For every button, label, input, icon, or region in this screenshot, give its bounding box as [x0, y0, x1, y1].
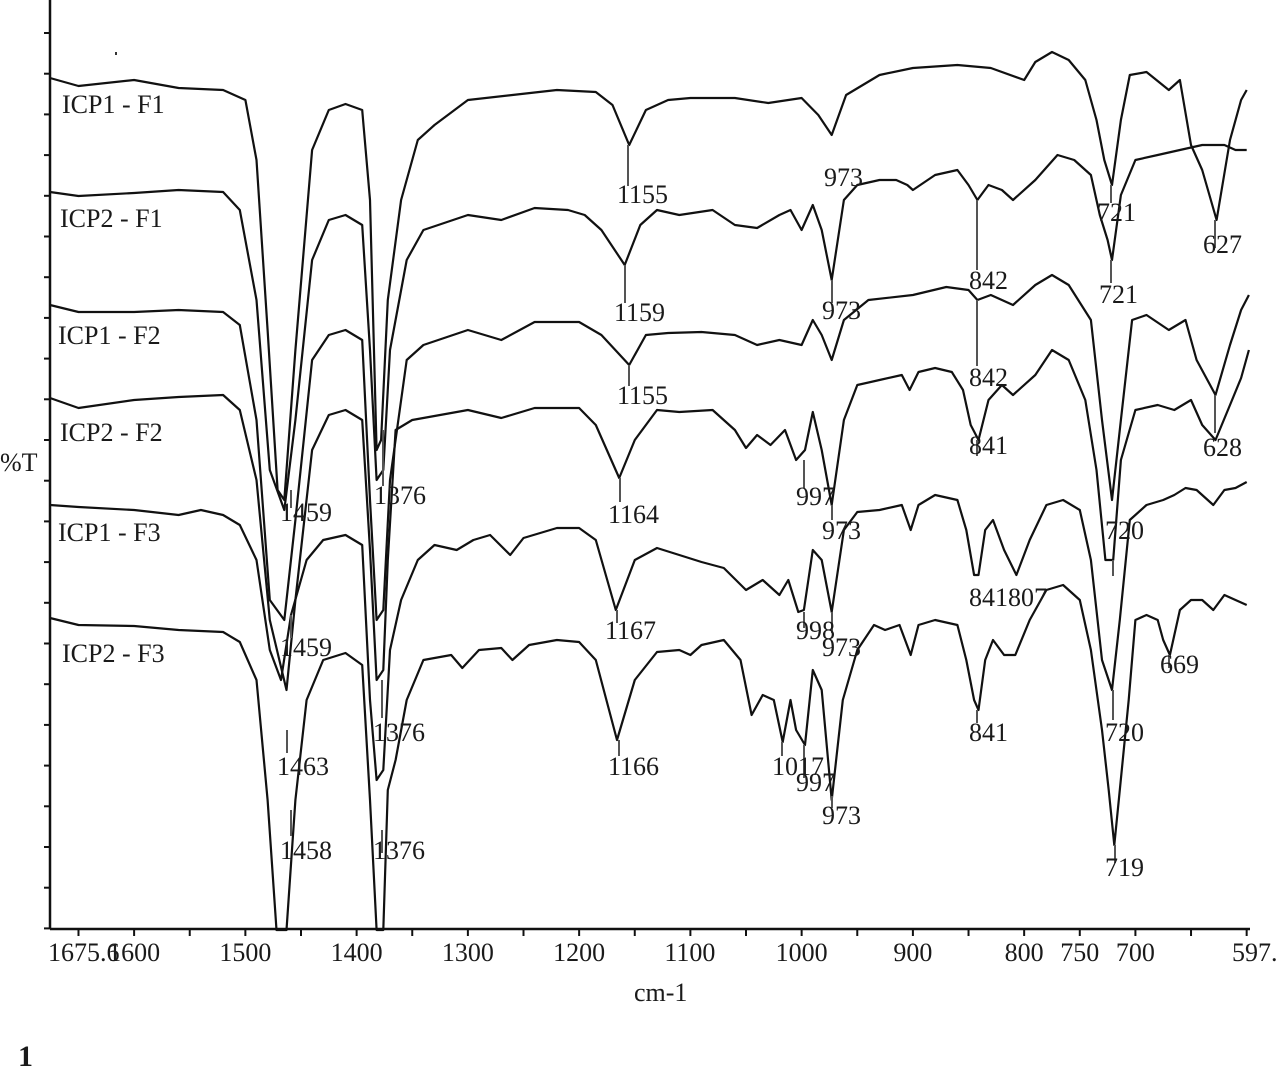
trace-icp1-f1	[49, 50, 1248, 502]
spectrum-traces	[49, 50, 1250, 932]
y-axis-ticks	[44, 32, 50, 930]
trace-icp2-f3	[49, 583, 1248, 932]
x-axis-ticks	[77, 929, 1248, 936]
trace-icp1-f2	[49, 273, 1250, 622]
trace-icp2-f1	[49, 143, 1247, 512]
trace-icp1-f3	[49, 481, 1248, 782]
trace-icp2-f2	[49, 348, 1250, 692]
panel-mark: 1	[18, 1040, 33, 1073]
peak-markers	[286, 145, 1216, 863]
